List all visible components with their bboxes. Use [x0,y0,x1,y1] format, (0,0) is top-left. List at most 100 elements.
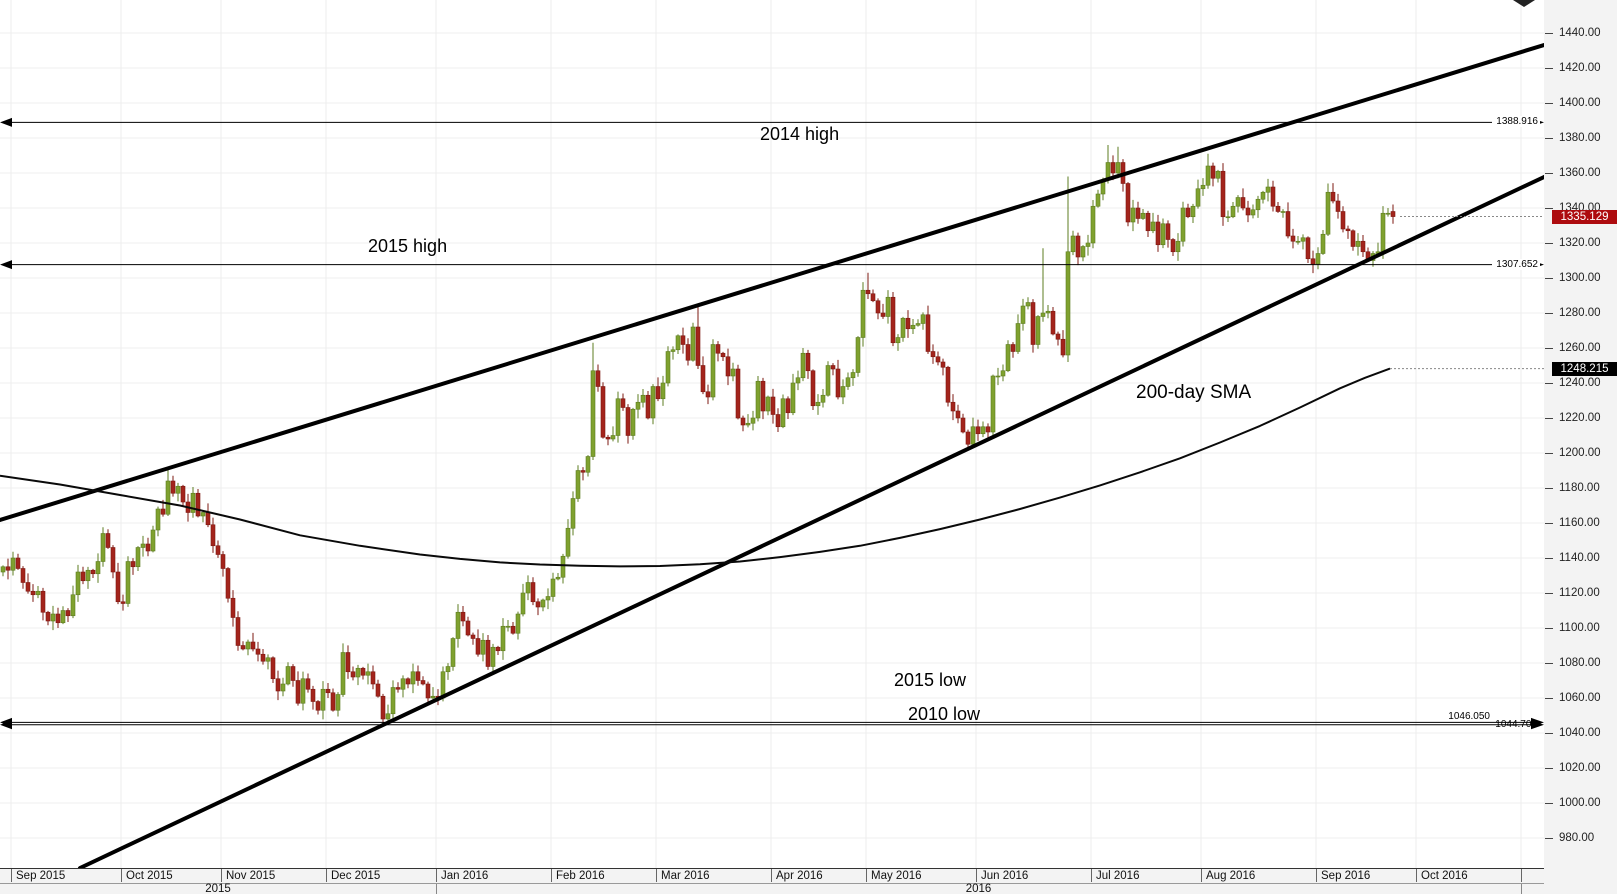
month-tick [436,869,437,882]
month-label: Mar 2016 [661,870,710,882]
price-tick-label: 1060.00 [1559,692,1601,704]
candle-body [85,569,91,582]
tick-dash [1545,628,1553,629]
tick-dash [1545,803,1553,804]
price-tick-label: 1200.00 [1559,447,1601,459]
tick-dash [1545,838,1553,839]
year-axis-row[interactable]: 2015 2016 [0,883,1544,894]
candle-body [105,533,111,548]
candle-body [1260,191,1266,200]
candle-body [745,422,751,426]
price-tick: 1200.00 [1544,447,1617,459]
candle-body [315,701,321,711]
candle-body [710,344,716,398]
month-label: Aug 2016 [1206,870,1256,882]
candle-body [415,671,421,681]
month-label: Oct 2016 [1421,870,1468,882]
candle-body [805,352,811,372]
month-label: Jun 2016 [981,870,1029,882]
tick-dash [1545,138,1553,139]
candle-body [1345,228,1351,232]
candle-body [985,426,991,433]
candle-body [1045,310,1051,314]
tick-dash [1545,558,1553,559]
candle-body [40,590,46,613]
candle-body [290,666,296,681]
candle-body [685,344,691,361]
candle-body [295,680,301,704]
candle-body [1040,312,1046,317]
candle-body [795,377,801,384]
candle-body [245,641,251,650]
candle-body [660,382,666,400]
candle-body [640,394,646,403]
candle-body [385,713,391,720]
tick-dash [1545,733,1553,734]
candle-body [410,671,416,685]
candle-body [1245,207,1251,216]
candle-body [1305,237,1311,260]
candle-body [580,470,586,473]
time-axis[interactable]: Sep 2015 Oct 2015 Nov 2015 Dec 2015 Jan 2016… [0,868,1544,883]
candle-body [90,569,96,575]
candle-body [1035,316,1041,345]
price-tick: 1120.00 [1544,587,1617,599]
month-tick [221,869,222,882]
candle-body [180,485,186,503]
candle-body [1075,235,1081,258]
level-value-label: 1046.050 [1448,711,1490,723]
candle-body [840,386,846,398]
candle-body [1330,191,1336,202]
month-label: Jul 2016 [1096,870,1140,882]
candle-body [135,547,141,568]
candle-body [1205,165,1211,186]
month-tick [1416,869,1417,882]
candle-body [940,361,946,368]
candle-body [1215,170,1221,179]
candle-body [330,692,336,711]
candle-body [1085,242,1091,247]
candle-body [875,300,881,314]
candle-body [190,492,196,513]
tick-dash [1545,418,1553,419]
candle-body [205,512,211,526]
price-tick-label: 1320.00 [1559,237,1601,249]
level-value-label: 1044.703 [1495,718,1537,730]
chart-plot-area[interactable]: 2014 high 2015 high 2015 low 2010 low 200-da… [0,0,1544,868]
candle-body [740,417,746,426]
candle-body [380,695,386,720]
candle-body [735,368,741,419]
candle-body [240,645,246,650]
candle-body [1145,212,1151,232]
candle-body [575,470,581,499]
price-tick-label: 1020.00 [1559,762,1601,774]
candle-body [5,566,11,571]
candle-body [1230,205,1236,218]
candle-body [125,561,131,604]
candle-body [1030,302,1036,345]
candle-body [885,296,891,317]
candle-body [345,652,351,673]
price-tick: 1360.00 [1544,167,1617,179]
candle-body [375,683,381,697]
price-tick-label: 1160.00 [1559,517,1600,529]
candle-body [700,365,706,393]
candle-body [1095,193,1101,207]
candle-body [1385,212,1391,215]
candle-body [1055,333,1061,340]
candle-body [390,687,396,715]
candle-body [860,289,866,338]
candle-body [1195,188,1201,207]
candle-body [665,351,671,384]
candle-body [690,326,696,361]
month-tick [11,869,12,882]
month-tick [866,869,867,882]
candle-body [320,688,326,711]
candle-body [555,576,561,580]
candle-body [520,592,526,615]
month-label: Nov 2015 [226,870,276,882]
price-axis[interactable]: 1440.00 1420.00 1400.00 1380.00 1360.00 1340.… [1544,0,1617,894]
triangle-down-icon[interactable] [1513,0,1535,7]
tick-dash [1545,453,1553,454]
